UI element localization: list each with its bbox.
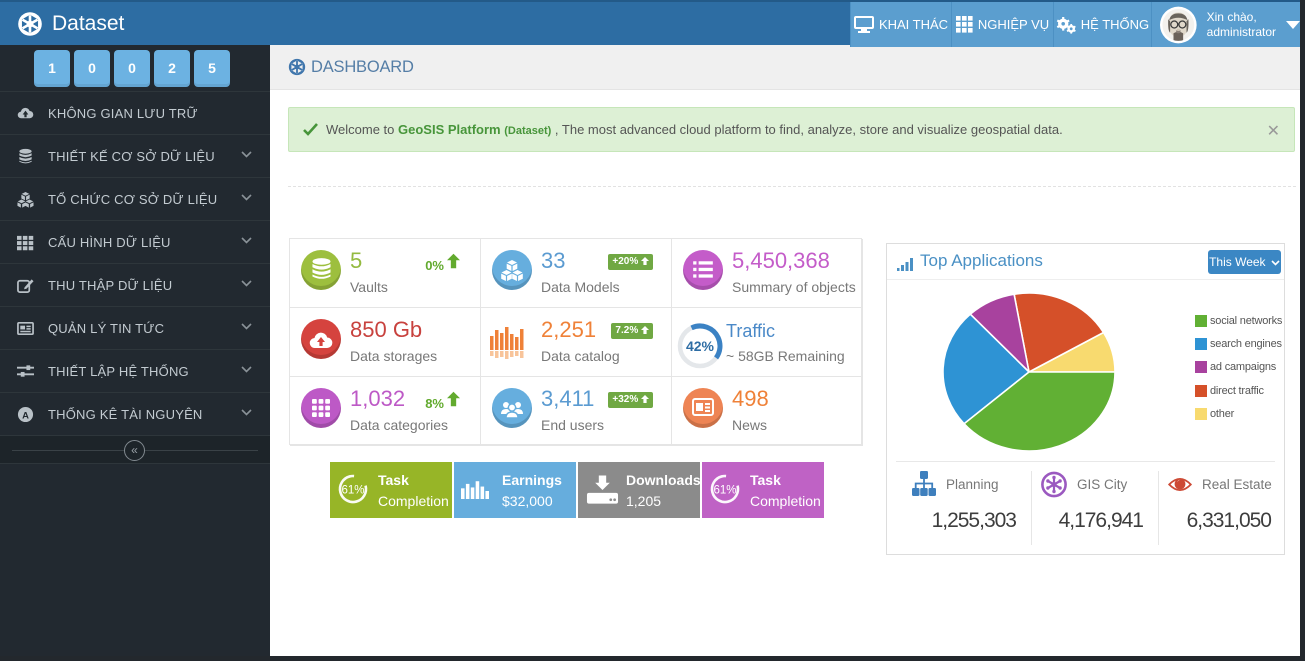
svg-text:61%: 61% <box>341 485 364 497</box>
svg-text:A: A <box>22 410 29 421</box>
svg-text:61%: 61% <box>713 485 736 497</box>
svg-text:42%: 42% <box>686 338 715 354</box>
